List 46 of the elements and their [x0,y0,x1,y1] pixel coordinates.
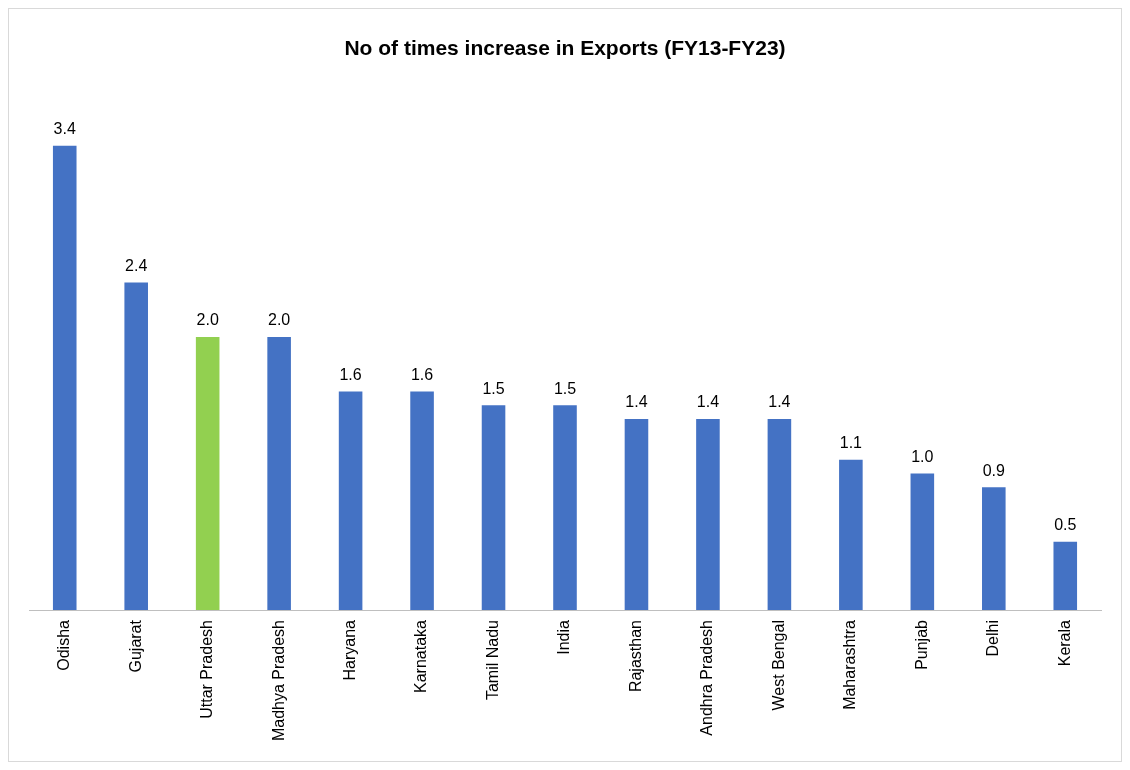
bar [481,405,506,611]
bar [910,473,935,611]
x-tick-label: Rajasthan [626,620,644,693]
x-tick-label: Gujarat [126,619,144,673]
x-tick-label: Punjab [912,619,930,670]
x-tick-label: Karnataka [412,619,430,693]
data-label: 0.5 [1054,516,1077,534]
bar [982,487,1006,611]
x-tick-label: Andhra Pradesh [698,620,716,736]
bar [124,282,148,611]
bar [553,405,577,611]
x-tick-label: Delhi [984,620,1002,657]
data-label: 1.0 [911,447,934,465]
bar [696,418,720,611]
bar [195,336,220,611]
data-label: 0.9 [982,461,1006,479]
data-label: 2.4 [125,256,148,274]
bar [1053,541,1078,611]
data-label: 1.5 [553,379,577,397]
data-label: 3.4 [53,120,76,138]
x-tick-label: Madhya Pradesh [269,620,287,742]
data-label: 1.6 [339,366,362,383]
bar [338,391,363,611]
bar [267,336,291,611]
bar [624,418,649,611]
x-tick-label: Kerala [1055,619,1073,667]
data-label: 2.0 [268,311,291,329]
x-tick-label: Maharashtra [841,619,859,710]
x-tick-label: India [555,619,573,655]
bar [767,418,792,611]
bar [410,391,434,611]
x-tick-label: West Bengal [769,620,787,711]
data-label: 1.4 [768,393,791,411]
data-label: 1.6 [410,366,434,383]
data-label: 1.4 [696,393,720,411]
x-tick-label: Tamil Nadu [483,620,501,701]
x-tick-label: Odisha [55,619,73,671]
data-label: 1.5 [482,379,505,397]
data-label: 1.4 [625,393,648,411]
data-label: 1.1 [839,434,863,452]
chart-title: No of times increase in Exports (FY13-FY23) [344,36,786,60]
bar [839,459,863,611]
x-tick-label: Haryana [341,619,359,681]
bar [52,145,77,611]
x-tick-label: Uttar Pradesh [198,620,216,719]
data-label: 2.0 [196,311,219,329]
